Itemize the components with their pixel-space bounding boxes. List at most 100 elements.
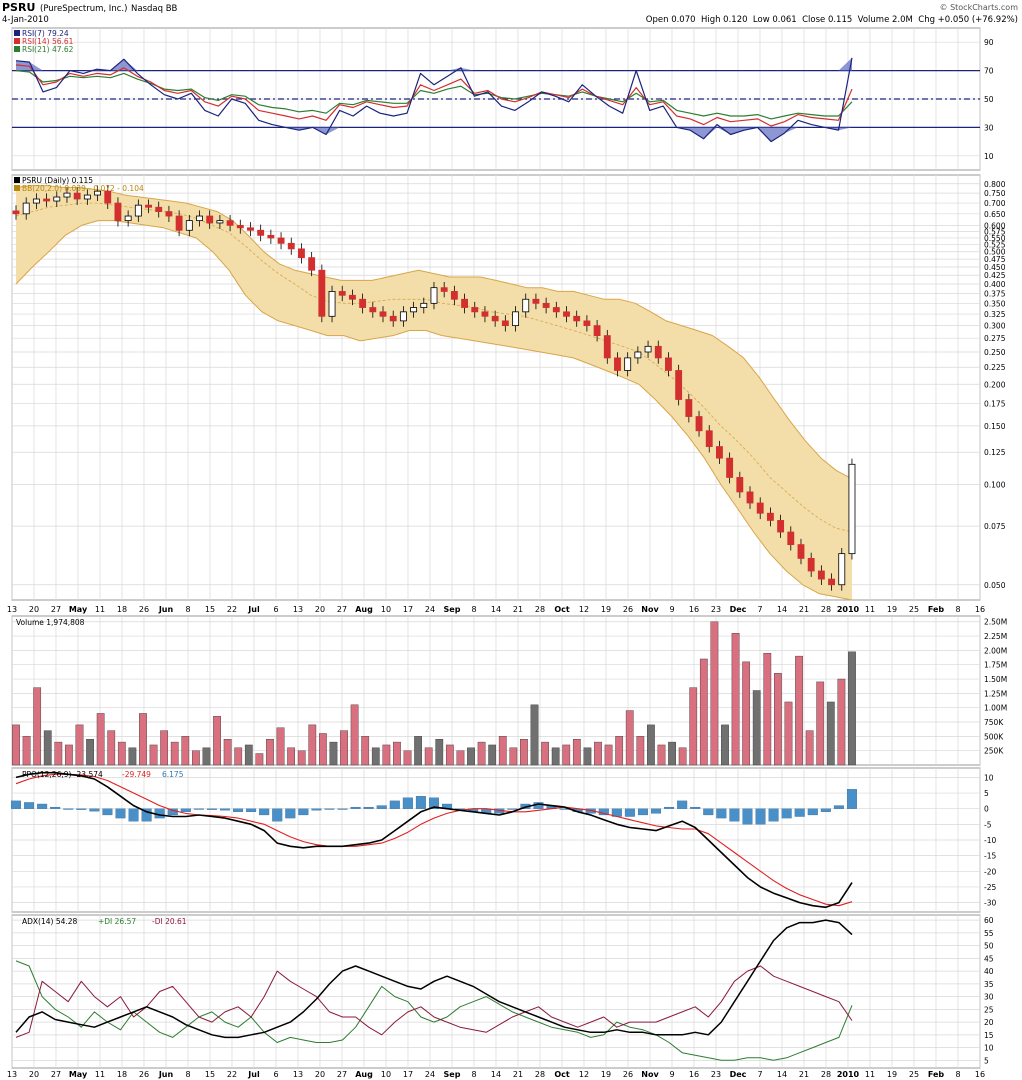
- date-label: 9: [669, 605, 674, 614]
- volume-bar: [382, 744, 391, 766]
- stockcharts-credit: © StockCharts.com: [940, 3, 1019, 12]
- rsi-oversold-fill: [16, 127, 852, 142]
- price-tick-label: 0.525: [984, 241, 1006, 250]
- ppo-signal-legend: -29.749: [122, 770, 151, 779]
- ppo-histogram-bar: [63, 808, 74, 810]
- candle-body: [43, 198, 51, 202]
- candle-body: [532, 298, 540, 304]
- price-tick-label: 0.225: [984, 363, 1006, 372]
- volume-bar: [318, 733, 327, 766]
- candle-body: [185, 220, 193, 231]
- ppo-histogram-bar: [402, 797, 413, 809]
- ppo-histogram-bar: [755, 808, 766, 825]
- date-label: Aug: [355, 605, 373, 614]
- ppo-histogram-bar: [833, 805, 844, 809]
- volume-tick-label: 1.25M: [984, 689, 1007, 698]
- chart-date: 4-Jan-2010: [2, 15, 49, 25]
- date-label: 18: [117, 605, 127, 614]
- price-tick-label: 0.150: [984, 422, 1006, 431]
- candle-body: [726, 457, 734, 478]
- volume-bar: [678, 747, 687, 766]
- ppo-histogram-bar: [37, 803, 48, 809]
- volume-bar: [393, 741, 401, 766]
- volume-bar: [117, 741, 126, 766]
- volume-bar: [488, 744, 497, 766]
- volume-bar: [562, 744, 571, 766]
- candle-body: [348, 294, 356, 300]
- volume-bar: [12, 724, 20, 766]
- candle-body: [501, 320, 509, 327]
- date-label: May: [69, 1070, 88, 1079]
- candle-body: [206, 215, 214, 224]
- legend-text: RSI(21) 47.62: [22, 45, 74, 54]
- ppo-legend: PPO(12,26,9) -23.574: [22, 770, 103, 779]
- price-tick-label: 0.200: [984, 380, 1006, 389]
- volume-legend: Volume 1,974,808: [16, 618, 85, 627]
- ppo-tick-label: 0: [984, 805, 989, 814]
- price-tick-label: 0.550: [984, 234, 1006, 243]
- date-label: Jun: [158, 1070, 174, 1079]
- candle-body: [573, 315, 581, 322]
- date-label: 22: [227, 605, 237, 614]
- date-label: Aug: [355, 1070, 373, 1079]
- ppo-panel: 10 5 0 -5 -10 -15 -20 -25 -30 PPO(12,26,9) -23.57…: [11, 767, 996, 913]
- ppo-tick-label: -20: [984, 867, 996, 876]
- price-tick-label: 0.275: [984, 334, 1006, 343]
- volume-bar: [477, 741, 486, 766]
- candle-body: [318, 269, 326, 317]
- candle-body: [175, 215, 183, 231]
- volume-bar: [456, 750, 465, 766]
- legend-text: PSRU (Daily) 0.115: [22, 176, 93, 185]
- volume-bar: [467, 747, 475, 766]
- bollinger-band-fill: [16, 185, 852, 600]
- candle-body: [440, 287, 448, 292]
- adx-tick-label: 10: [984, 1044, 994, 1053]
- date-label: 21: [799, 1070, 809, 1079]
- ppo-histogram-bar: [76, 808, 87, 810]
- ppo-histogram-bar: [141, 808, 152, 822]
- date-label: 16: [689, 605, 699, 614]
- candle-body: [644, 345, 652, 353]
- candle-body: [552, 307, 560, 313]
- volume-bar: [721, 724, 729, 766]
- date-label: 10: [381, 605, 391, 614]
- date-label: 10: [381, 1070, 391, 1079]
- volume-bar: [636, 736, 645, 766]
- ppo-tick-label: -15: [984, 852, 996, 861]
- ppo-histogram-bar: [206, 808, 217, 810]
- date-label: 12: [579, 605, 589, 614]
- candle-body: [705, 430, 713, 447]
- date-label: Sep: [444, 1070, 461, 1079]
- legend-swatch: [14, 38, 20, 44]
- volume-tick-label: 1.00M: [984, 704, 1007, 713]
- date-label: 27: [51, 605, 61, 614]
- date-label: 2010: [837, 605, 860, 614]
- ppo-histogram-bar: [350, 806, 361, 809]
- ppo-histogram-bar: [337, 808, 348, 810]
- volume-bar: [551, 747, 560, 766]
- candle-body: [746, 491, 754, 504]
- volume-bar: [689, 687, 698, 766]
- ppo-histogram-bar: [219, 808, 230, 811]
- candle-body: [542, 302, 550, 308]
- quote-summary: Open 0.070 High 0.120 Low 0.061 Close 0.…: [646, 15, 1018, 25]
- price-tick-label: 0.125: [984, 448, 1006, 457]
- ppo-histogram-bar: [128, 808, 139, 822]
- candle-body: [603, 335, 611, 359]
- candle-body: [155, 206, 163, 212]
- candle-body: [675, 370, 683, 400]
- date-label: Dec: [730, 605, 747, 614]
- date-label: 8: [471, 605, 476, 614]
- date-label: 15: [205, 605, 215, 614]
- candle-body: [379, 311, 387, 317]
- adx-tick-label: 20: [984, 1018, 994, 1027]
- volume-bar: [837, 678, 846, 766]
- volume-tick-label: 2.50M: [984, 618, 1007, 627]
- candle-body: [267, 234, 275, 239]
- volume-tick-label: 1.75M: [984, 661, 1007, 670]
- candle-body: [32, 198, 40, 204]
- legend-swatch: [14, 177, 20, 183]
- date-label: 19: [601, 1070, 611, 1079]
